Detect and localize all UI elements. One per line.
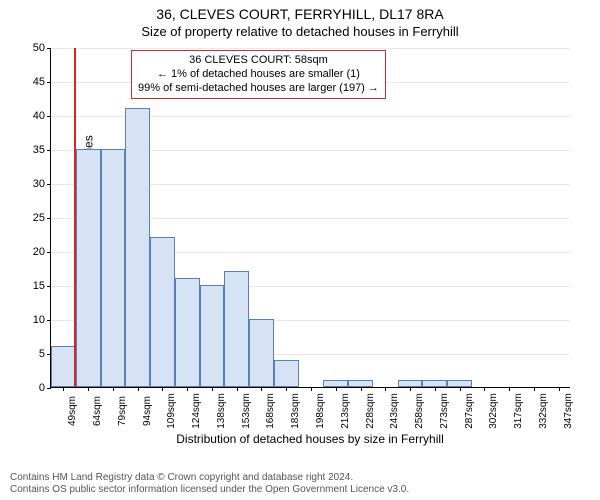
xtick-mark	[509, 387, 510, 391]
xtick-label: 258sqm	[410, 393, 425, 429]
histogram-bar	[224, 271, 249, 387]
ytick-label: 10	[33, 314, 51, 326]
xtick-mark	[559, 387, 560, 391]
xtick-label: 183sqm	[286, 393, 301, 429]
x-axis-label: Distribution of detached houses by size …	[50, 432, 570, 446]
xtick-mark	[460, 387, 461, 391]
xtick-label: 228sqm	[361, 393, 376, 429]
histogram-bar	[323, 380, 348, 387]
ytick-label: 20	[33, 246, 51, 258]
ytick-label: 5	[39, 348, 51, 360]
histogram-bar	[274, 360, 299, 387]
xtick-mark	[410, 387, 411, 391]
xtick-label: 273sqm	[435, 393, 450, 429]
xtick-label: 213sqm	[336, 393, 351, 429]
xtick-mark	[138, 387, 139, 391]
gridline	[51, 48, 570, 49]
histogram-bar	[101, 149, 126, 387]
histogram-bar	[150, 237, 175, 387]
ytick-label: 15	[33, 280, 51, 292]
xtick-label: 49sqm	[63, 396, 78, 426]
footer-attribution: Contains HM Land Registry data © Crown c…	[10, 472, 409, 496]
annotation-line3: 99% of semi-detached houses are larger (…	[138, 82, 379, 96]
xtick-mark	[212, 387, 213, 391]
histogram-bar	[175, 278, 200, 387]
histogram-bar	[51, 346, 76, 387]
plot-region: 0510152025303540455049sqm64sqm79sqm94sqm…	[50, 48, 570, 388]
xtick-label: 198sqm	[311, 393, 326, 429]
xtick-label: 287sqm	[460, 393, 475, 429]
annotation-line1: 36 CLEVES COURT: 58sqm	[138, 54, 379, 68]
xtick-mark	[311, 387, 312, 391]
xtick-mark	[286, 387, 287, 391]
xtick-mark	[187, 387, 188, 391]
ytick-label: 40	[33, 110, 51, 122]
ytick-label: 25	[33, 212, 51, 224]
histogram-bar	[447, 380, 472, 387]
ytick-label: 50	[33, 42, 51, 54]
footer-line1: Contains HM Land Registry data © Crown c…	[10, 472, 409, 484]
xtick-mark	[534, 387, 535, 391]
ytick-label: 45	[33, 76, 51, 88]
xtick-mark	[361, 387, 362, 391]
xtick-label: 124sqm	[187, 393, 202, 429]
xtick-label: 109sqm	[162, 393, 177, 429]
xtick-label: 138sqm	[212, 393, 227, 429]
histogram-bar	[398, 380, 423, 387]
xtick-label: 153sqm	[237, 393, 252, 429]
histogram-bar	[348, 380, 373, 387]
xtick-mark	[261, 387, 262, 391]
annotation-box: 36 CLEVES COURT: 58sqm← 1% of detached h…	[131, 50, 386, 99]
histogram-bar	[200, 285, 225, 387]
histogram-bar	[422, 380, 447, 387]
subject-marker-line	[74, 48, 76, 387]
footer-line2: Contains OS public sector information li…	[10, 484, 409, 496]
histogram-bar	[125, 108, 150, 387]
annotation-line2: ← 1% of detached houses are smaller (1)	[138, 68, 379, 82]
xtick-label: 332sqm	[534, 393, 549, 429]
xtick-label: 168sqm	[261, 393, 276, 429]
xtick-label: 94sqm	[138, 396, 153, 426]
xtick-mark	[162, 387, 163, 391]
xtick-mark	[237, 387, 238, 391]
xtick-mark	[336, 387, 337, 391]
xtick-label: 64sqm	[88, 396, 103, 426]
xtick-mark	[484, 387, 485, 391]
ytick-label: 0	[39, 382, 51, 394]
xtick-mark	[88, 387, 89, 391]
ytick-label: 35	[33, 144, 51, 156]
ytick-label: 30	[33, 178, 51, 190]
xtick-mark	[435, 387, 436, 391]
xtick-mark	[385, 387, 386, 391]
xtick-mark	[63, 387, 64, 391]
xtick-label: 243sqm	[385, 393, 400, 429]
xtick-label: 317sqm	[509, 393, 524, 429]
chart-area: 0510152025303540455049sqm64sqm79sqm94sqm…	[50, 48, 570, 388]
histogram-bar	[76, 149, 101, 387]
xtick-label: 79sqm	[113, 396, 128, 426]
xtick-label: 302sqm	[484, 393, 499, 429]
histogram-bar	[249, 319, 274, 387]
title-sub: Size of property relative to detached ho…	[0, 22, 600, 39]
title-main: 36, CLEVES COURT, FERRYHILL, DL17 8RA	[0, 0, 600, 22]
chart-container: 36, CLEVES COURT, FERRYHILL, DL17 8RA Si…	[0, 0, 600, 500]
xtick-mark	[113, 387, 114, 391]
xtick-label: 347sqm	[559, 393, 574, 429]
